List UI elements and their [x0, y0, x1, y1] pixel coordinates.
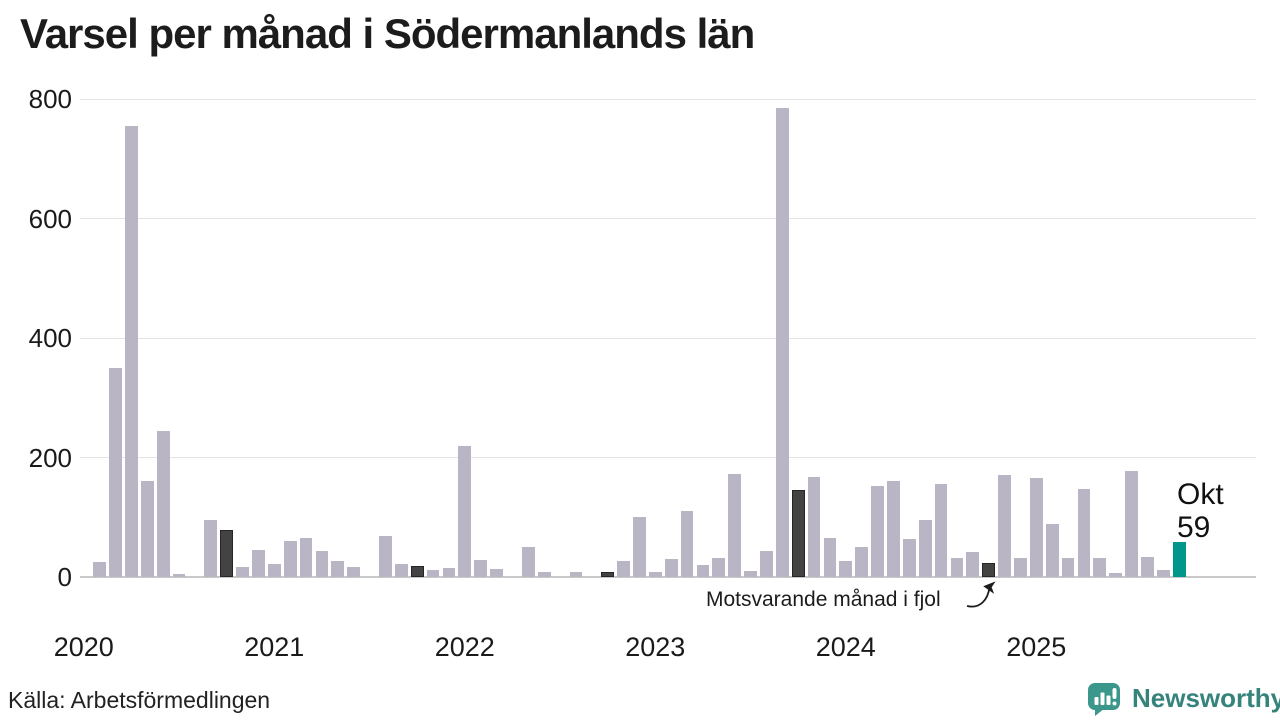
- gridline-400: [80, 337, 1256, 339]
- current-point-month: Okt: [1177, 478, 1224, 511]
- x-axis-year-label-2024: 2024: [815, 632, 876, 662]
- bar-2024-Jul: [934, 483, 948, 577]
- bar-2023-Apr: [696, 565, 710, 577]
- newsworthy-icon: [1088, 683, 1120, 716]
- bar-2020-Dec: [252, 550, 265, 577]
- bar-2021-Jan: [267, 563, 281, 577]
- bar-2023-Jul: [744, 571, 757, 577]
- bar-2024-Jun: [918, 520, 932, 577]
- bar-2023-Jan: [648, 572, 662, 577]
- bar-2022-Jan: [458, 445, 472, 577]
- bar-2021-Aug: [379, 536, 392, 577]
- source-credit: Källa: Arbetsförmedlingen: [8, 687, 271, 713]
- bar-2020-Jul: [172, 574, 186, 577]
- bar-2022-Okt: [601, 571, 615, 577]
- bar-2023-Mar: [680, 511, 694, 577]
- x-axis-year-label-2022: 2022: [434, 632, 495, 662]
- newsworthy-wordmark: Newsworthy: [1132, 683, 1280, 713]
- bar-2025-Jul: [1125, 471, 1138, 577]
- x-axis-year-label-2021: 2021: [244, 632, 305, 662]
- bar-2021-Maj: [331, 560, 345, 577]
- y-axis-tick-label-0: 0: [57, 562, 72, 592]
- bar-2024-Feb: [855, 547, 869, 577]
- bar-2022-Feb: [474, 560, 488, 577]
- y-axis-tick-label-600: 600: [28, 203, 72, 234]
- bar-2020-Sep: [204, 520, 218, 577]
- bar-2020-Mar: [109, 367, 122, 577]
- annotation-same-month-last-year: Motsvarande månad i fjol: [706, 588, 941, 611]
- bar-2020-Okt: [220, 530, 234, 577]
- gridline-200: [80, 457, 1256, 458]
- bar-2023-Maj: [712, 557, 726, 577]
- bar-2021-Apr: [315, 551, 329, 577]
- bar-2023-Nov: [807, 477, 821, 577]
- bar-2023-Okt: [791, 490, 805, 577]
- bar-2022-Nov: [617, 561, 630, 577]
- bar-2024-Aug: [950, 557, 964, 577]
- bar-2023-Sep: [775, 107, 789, 577]
- bar-2020-Jun: [156, 430, 170, 577]
- chart-title: Varsel per månad i Södermanlands län: [20, 10, 755, 57]
- gridline-800: [80, 98, 1256, 100]
- y-axis-tick-label-800: 800: [28, 84, 72, 114]
- bar-2021-Okt: [410, 566, 424, 577]
- bar-2022-Aug: [569, 571, 583, 577]
- bar-2025-Aug: [1141, 557, 1154, 577]
- current-point-label: Okt 59: [1177, 478, 1224, 544]
- bar-2022-Maj: [521, 547, 535, 577]
- bar-2025-Mar: [1061, 557, 1075, 577]
- bar-2024-Apr: [887, 481, 900, 577]
- bar-2024-Nov: [998, 475, 1011, 577]
- bar-2025-Okt: [1172, 541, 1186, 577]
- bar-2025-Maj: [1093, 557, 1107, 577]
- y-axis-tick-label-200: 200: [28, 442, 72, 473]
- bar-2021-Mar: [299, 537, 313, 577]
- bar-2024-Jan: [839, 561, 853, 577]
- gridline-600: [80, 218, 1256, 219]
- bar-2025-Feb: [1045, 524, 1059, 577]
- bar-2025-Jan: [1029, 478, 1043, 577]
- bar-2024-Maj: [902, 538, 916, 577]
- bar-2025-Sep: [1156, 569, 1170, 577]
- bar-2024-Sep: [966, 551, 980, 577]
- bar-2024-Dec: [1014, 557, 1027, 577]
- y-axis-tick-label-400: 400: [28, 323, 72, 353]
- bar-2023-Dec: [823, 538, 837, 577]
- bar-2022-Jun: [537, 572, 551, 577]
- bar-2020-Feb: [93, 562, 107, 577]
- bar-2021-Dec: [442, 568, 456, 577]
- bar-2021-Feb: [283, 541, 297, 577]
- bar-2020-Maj: [140, 481, 154, 577]
- bar-2022-Mar: [490, 569, 503, 577]
- bar-2024-Okt: [982, 562, 996, 577]
- current-point-value: 59: [1177, 511, 1211, 544]
- bar-2022-Dec: [633, 517, 646, 577]
- bar-2020-Apr: [125, 125, 138, 577]
- bar-2025-Apr: [1077, 488, 1091, 577]
- bar-2021-Nov: [426, 569, 440, 577]
- bar-2021-Sep: [394, 563, 408, 577]
- bar-2023-Aug: [760, 551, 773, 577]
- x-axis-year-label-2025: 2025: [1006, 632, 1067, 662]
- bar-2021-Jun: [347, 566, 361, 577]
- x-axis-year-label-2023: 2023: [625, 632, 686, 662]
- newsworthy-logo: Newsworthy: [1086, 682, 1280, 718]
- gridline-0: [80, 576, 1256, 578]
- bar-2024-Mar: [871, 486, 884, 577]
- x-axis-year-label-2020: 2020: [53, 632, 114, 662]
- bar-2023-Jun: [728, 473, 742, 577]
- bar-2023-Feb: [664, 559, 678, 577]
- bar-2025-Jun: [1109, 572, 1123, 577]
- bar-2020-Nov: [236, 566, 249, 577]
